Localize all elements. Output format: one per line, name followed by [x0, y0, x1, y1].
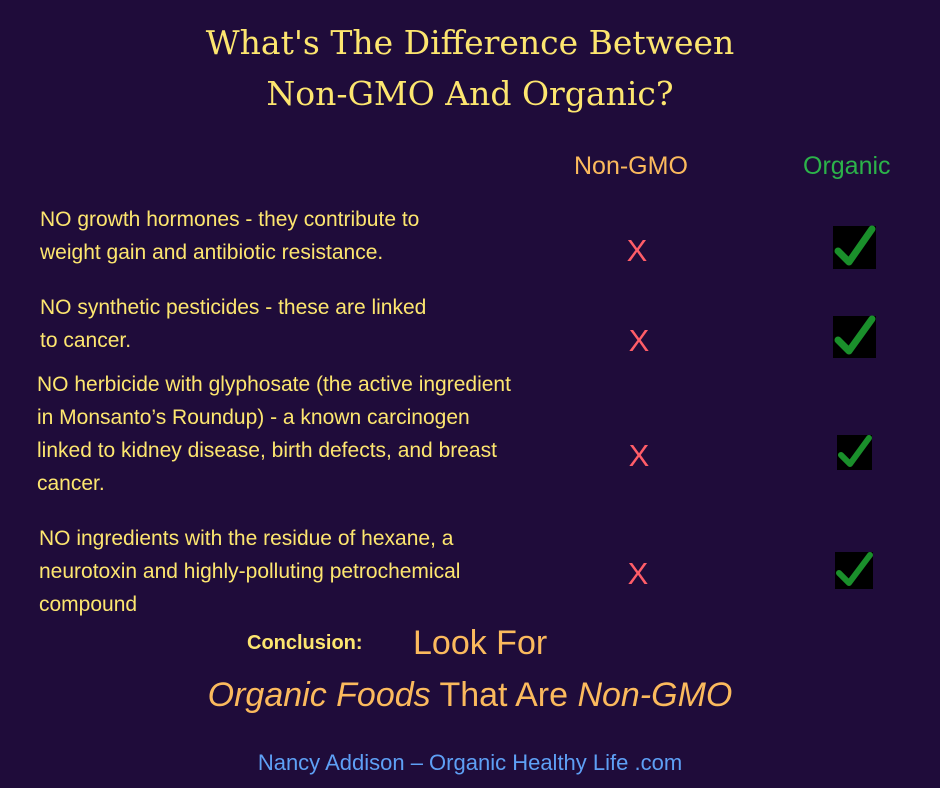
row-3-non-gmo-x-mark: X	[628, 438, 650, 473]
row-4-description: NO ingredients with the residue of hexan…	[39, 522, 460, 621]
conclusion-that-are: That Are	[430, 676, 578, 714]
conclusion-line-1: Look For	[413, 624, 548, 662]
page-title-line-1: What's The Difference Between	[205, 23, 735, 62]
row-1-organic-check-icon	[833, 225, 876, 269]
row-3-line-1: NO herbicide with glyphosate (the active…	[37, 373, 511, 396]
check-icon	[834, 315, 876, 355]
row-2-line-1: NO synthetic pesticides - these are link…	[40, 296, 427, 319]
organic-column-header: Organic	[803, 152, 891, 180]
conclusion-label: Conclusion:	[247, 632, 363, 654]
row-1-line-2: weight gain and antibiotic resistance.	[40, 241, 384, 264]
row-4-line-3: compound	[39, 593, 138, 616]
non-gmo-column-header: Non-GMO	[574, 152, 688, 180]
row-4-line-1: NO ingredients with the residue of hexan…	[39, 527, 454, 550]
row-1-non-gmo-x-mark: X	[626, 233, 648, 268]
row-2-non-gmo-x-mark: X	[628, 323, 650, 358]
row-1-line-1: NO growth hormones - they contribute to	[40, 208, 420, 231]
check-icon	[834, 225, 876, 266]
row-4-line-2: neurotoxin and highly-polluting petroche…	[39, 560, 461, 583]
conclusion-line-2: Organic Foods That Are Non-GMO	[0, 674, 940, 716]
conclusion-non-gmo: Non-GMO	[577, 676, 733, 714]
row-3-line-2: in Monsanto’s Roundup) - a known carcino…	[37, 406, 470, 429]
check-icon	[836, 552, 873, 586]
row-4-non-gmo-x-mark: X	[627, 556, 649, 591]
row-3-line-4: cancer.	[37, 472, 105, 495]
conclusion-organic-foods: Organic Foods	[207, 676, 431, 714]
row-4-organic-check-icon	[835, 552, 873, 589]
row-1-description: NO growth hormones - they contribute to …	[40, 203, 419, 269]
check-icon	[838, 435, 872, 467]
footer-credit: Nancy Addison – Organic Healthy Life .co…	[257, 750, 683, 775]
row-2-organic-check-icon	[833, 315, 876, 358]
row-3-line-3: linked to kidney disease, birth defects,…	[37, 439, 497, 462]
row-2-line-2: to cancer.	[40, 329, 132, 352]
page-title-line-2: Non-GMO And Organic?	[266, 74, 674, 113]
row-2-description: NO synthetic pesticides - these are link…	[40, 291, 426, 357]
row-3-organic-check-icon	[837, 435, 872, 470]
row-3-description: NO herbicide with glyphosate (the active…	[37, 368, 511, 500]
